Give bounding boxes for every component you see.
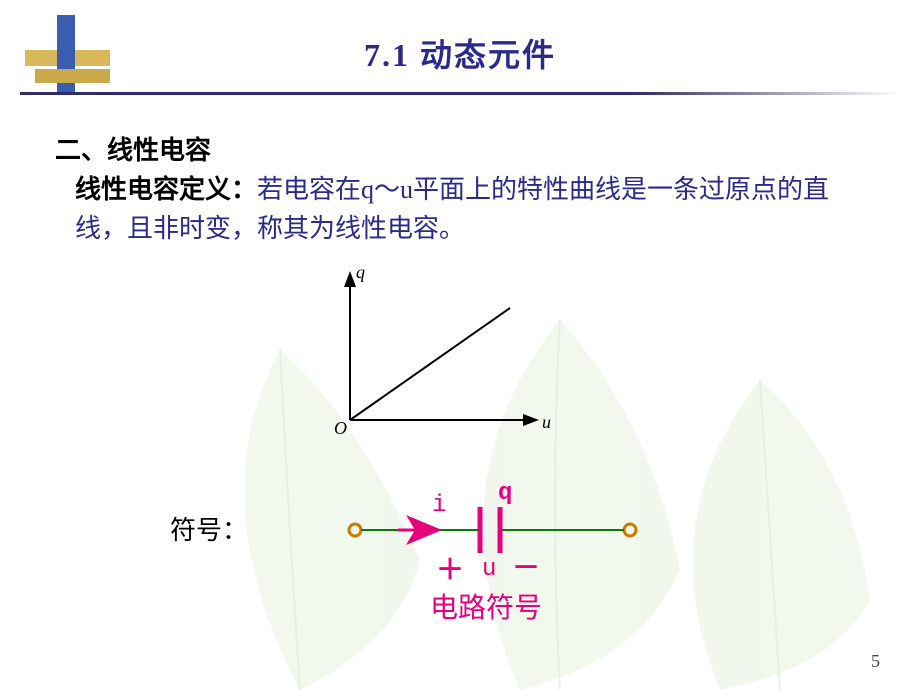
left-terminal-icon: [349, 524, 361, 536]
page-number: 5: [871, 651, 880, 672]
section-heading: 二、线性电容: [55, 130, 211, 167]
right-terminal-icon: [624, 524, 636, 536]
definition-text: 线性电容定义：若电容在q～u平面上的特性曲线是一条过原点的直线，且非时变，称其为…: [75, 170, 865, 248]
characteristic-line: [350, 308, 510, 420]
definition-label: 线性电容定义：: [75, 175, 257, 204]
charge-label: q: [498, 480, 512, 507]
minus-label: －: [512, 555, 540, 586]
qu-characteristic-graph: q u O: [300, 260, 560, 440]
origin-label: O: [334, 418, 347, 438]
circuit-caption: 电路符号: [430, 592, 542, 624]
title-divider: [20, 92, 900, 95]
slide-title: 7.1 动态元件: [0, 30, 920, 76]
y-axis-label: q: [356, 262, 365, 282]
voltage-label: u: [482, 556, 496, 583]
symbol-label: 符号：: [170, 510, 248, 547]
capacitor-circuit-symbol: i q ＋ u － 电路符号: [340, 475, 660, 635]
plus-label: ＋: [436, 557, 464, 588]
x-axis-label: u: [542, 412, 551, 432]
current-label: i: [432, 492, 446, 519]
